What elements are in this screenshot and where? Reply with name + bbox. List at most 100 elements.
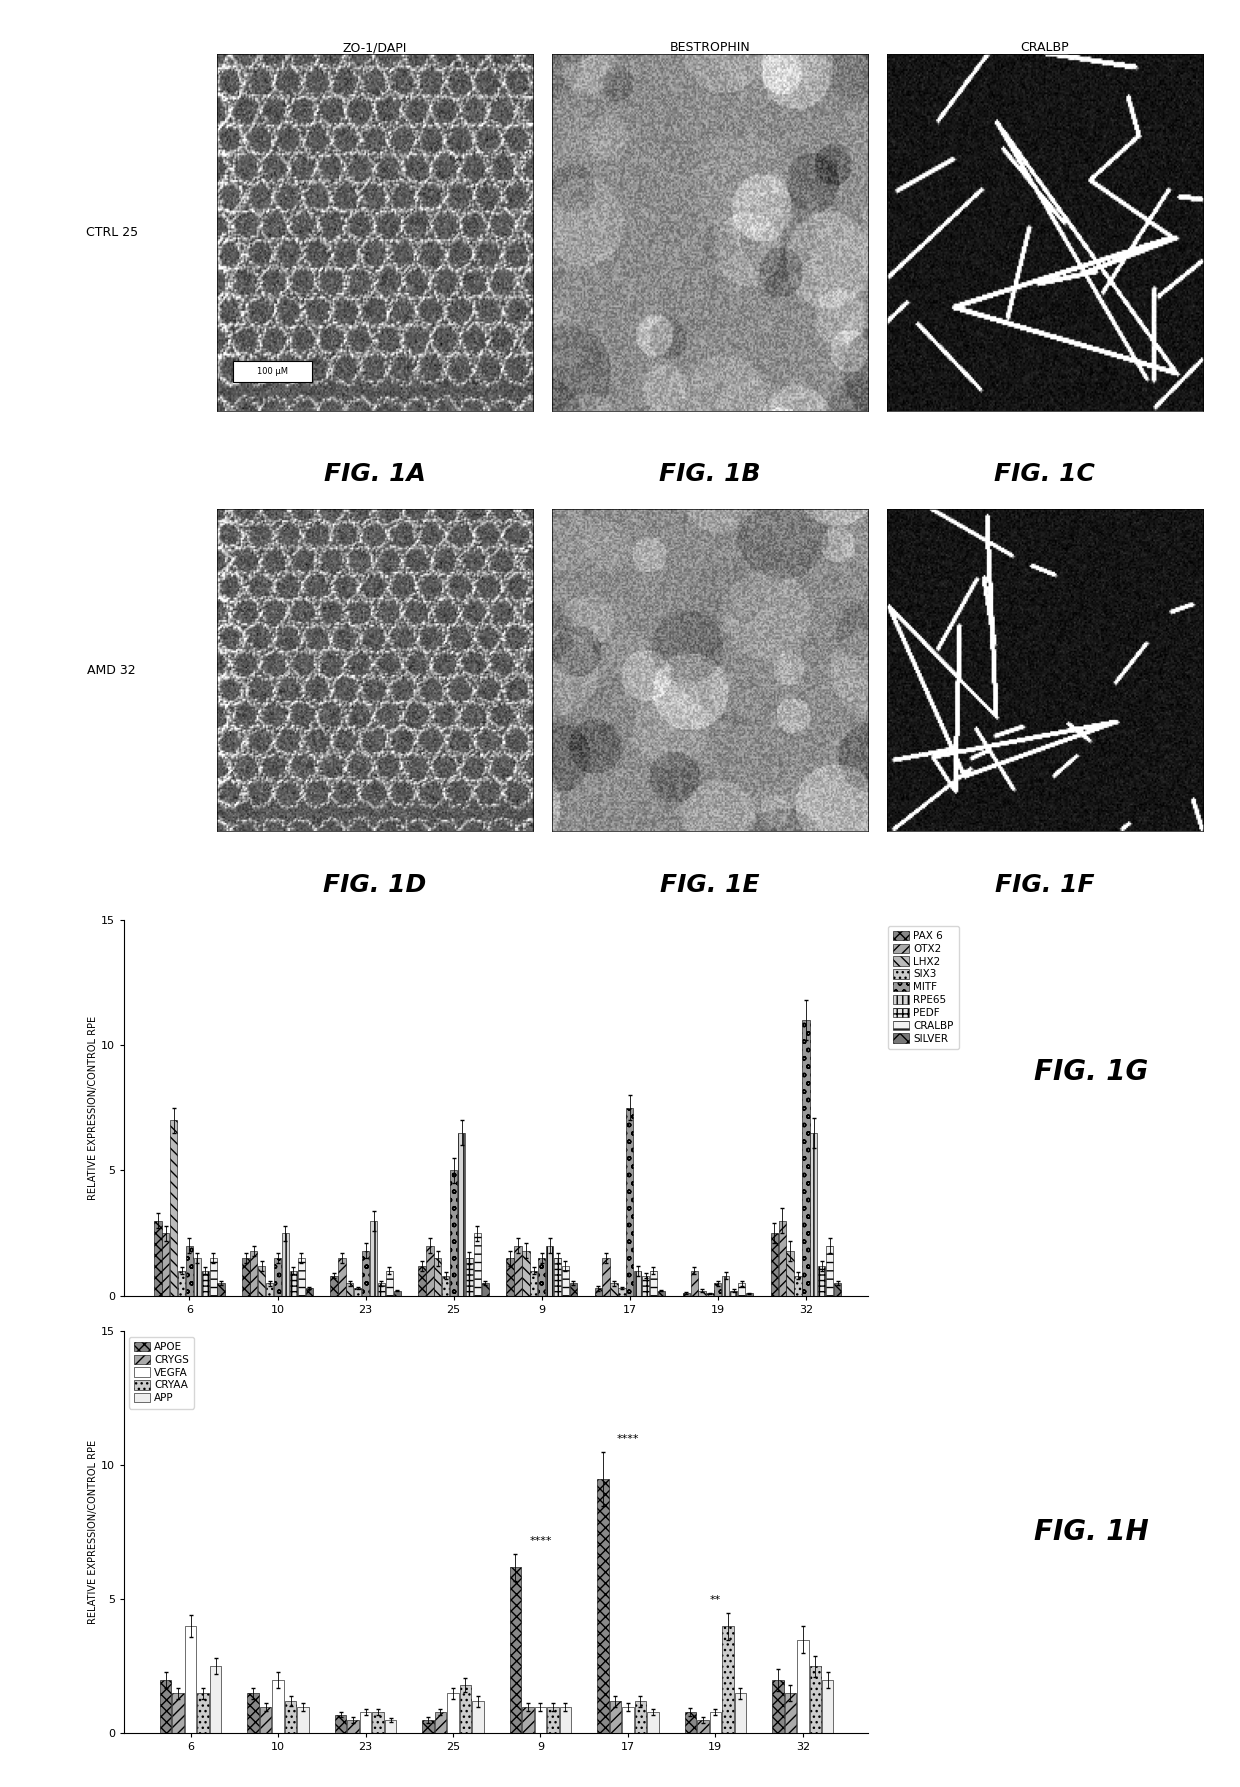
Bar: [773, 1680, 784, 1733]
Bar: [522, 1707, 533, 1733]
Text: **: **: [709, 1594, 720, 1605]
Bar: [594, 1288, 601, 1296]
Bar: [362, 1251, 370, 1296]
Bar: [274, 1258, 281, 1296]
Bar: [562, 1265, 569, 1296]
Bar: [745, 1294, 753, 1296]
Bar: [273, 1680, 284, 1733]
Bar: [434, 1258, 441, 1296]
Bar: [622, 1707, 634, 1733]
Bar: [707, 1294, 713, 1296]
Bar: [346, 1283, 353, 1296]
Text: CTRL 25: CTRL 25: [86, 225, 138, 239]
Bar: [360, 1712, 371, 1733]
Bar: [826, 1246, 833, 1296]
Text: ****: ****: [529, 1535, 552, 1546]
Bar: [298, 1258, 305, 1296]
Bar: [822, 1680, 833, 1733]
Bar: [554, 1258, 562, 1296]
Text: ZO-1/DAPI: ZO-1/DAPI: [343, 41, 407, 54]
Legend: APOE, CRYGS, VEGFA, CRYAA, APP: APOE, CRYGS, VEGFA, CRYAA, APP: [129, 1337, 195, 1408]
Bar: [770, 1233, 777, 1296]
Bar: [458, 1133, 465, 1296]
Bar: [443, 1276, 449, 1296]
Bar: [779, 1221, 786, 1296]
Bar: [569, 1283, 577, 1296]
Bar: [802, 1020, 810, 1296]
Bar: [785, 1694, 796, 1733]
Text: AMD 32: AMD 32: [87, 663, 136, 677]
Bar: [603, 1258, 610, 1296]
Bar: [515, 1246, 522, 1296]
Text: 100 μM: 100 μM: [257, 366, 288, 377]
Bar: [378, 1283, 386, 1296]
Bar: [647, 1712, 658, 1733]
Text: BESTROPHIN: BESTROPHIN: [670, 41, 750, 54]
Bar: [786, 1251, 794, 1296]
Text: FIG. 1D: FIG. 1D: [324, 872, 427, 897]
Bar: [730, 1290, 738, 1296]
Text: FIG. 1A: FIG. 1A: [324, 461, 427, 486]
Bar: [481, 1283, 489, 1296]
Text: FIG. 1G: FIG. 1G: [1034, 1058, 1148, 1086]
Bar: [722, 1276, 729, 1296]
Bar: [460, 1685, 471, 1733]
Bar: [339, 1258, 346, 1296]
Text: FIG. 1F: FIG. 1F: [994, 872, 1095, 897]
Bar: [472, 1701, 484, 1733]
Bar: [290, 1271, 298, 1296]
Text: FIG. 1E: FIG. 1E: [660, 872, 760, 897]
Bar: [202, 1271, 208, 1296]
Bar: [162, 1233, 170, 1296]
Bar: [610, 1283, 618, 1296]
Bar: [427, 1246, 434, 1296]
Bar: [797, 1640, 808, 1733]
Bar: [810, 1665, 821, 1733]
Bar: [531, 1271, 537, 1296]
Text: FIG. 1C: FIG. 1C: [994, 461, 1095, 486]
Bar: [466, 1258, 474, 1296]
Bar: [691, 1271, 698, 1296]
Bar: [393, 1290, 401, 1296]
Bar: [258, 1265, 265, 1296]
Text: FIG. 1B: FIG. 1B: [660, 461, 760, 486]
Bar: [210, 1258, 217, 1296]
Bar: [370, 1221, 377, 1296]
Bar: [722, 1626, 734, 1733]
Bar: [635, 1701, 646, 1733]
Bar: [714, 1283, 722, 1296]
Bar: [510, 1567, 521, 1733]
Bar: [650, 1271, 657, 1296]
Bar: [642, 1276, 650, 1296]
Bar: [538, 1258, 546, 1296]
Bar: [172, 1694, 184, 1733]
Bar: [217, 1283, 224, 1296]
Bar: [448, 1694, 459, 1733]
Bar: [384, 1719, 397, 1733]
Bar: [179, 1271, 185, 1296]
Bar: [833, 1283, 841, 1296]
Bar: [610, 1701, 621, 1733]
Bar: [423, 1719, 434, 1733]
Bar: [154, 1221, 161, 1296]
Bar: [372, 1712, 383, 1733]
Y-axis label: RELATIVE EXPRESSION/CONTROL RPE: RELATIVE EXPRESSION/CONTROL RPE: [88, 1015, 98, 1201]
Bar: [185, 1626, 196, 1733]
Bar: [619, 1288, 625, 1296]
Bar: [281, 1233, 289, 1296]
Bar: [418, 1265, 425, 1296]
Bar: [247, 1694, 259, 1733]
Bar: [435, 1712, 446, 1733]
Bar: [506, 1258, 513, 1296]
Y-axis label: RELATIVE EXPRESSION/CONTROL RPE: RELATIVE EXPRESSION/CONTROL RPE: [88, 1440, 98, 1624]
Bar: [335, 1716, 346, 1733]
Text: CRALBP: CRALBP: [1021, 41, 1069, 54]
Bar: [522, 1251, 529, 1296]
Bar: [305, 1288, 312, 1296]
Bar: [347, 1719, 358, 1733]
Bar: [697, 1719, 708, 1733]
Bar: [657, 1290, 665, 1296]
Bar: [795, 1276, 801, 1296]
Bar: [160, 1680, 171, 1733]
Bar: [598, 1480, 609, 1733]
